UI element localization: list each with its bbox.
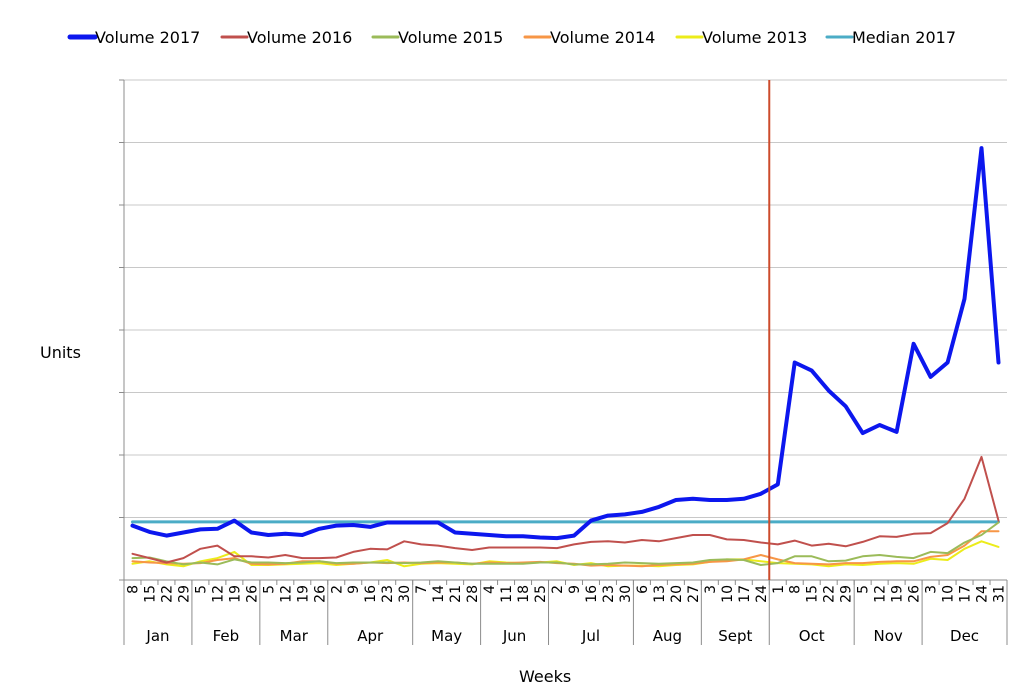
x-tick-label: 26 (907, 585, 923, 603)
x-tick-label: 14 (431, 585, 447, 603)
x-tick-label: 30 (397, 585, 413, 603)
x-tick-label: 8 (788, 585, 804, 594)
x-tick-label: 9 (346, 585, 362, 594)
legend-label: Volume 2013 (702, 28, 807, 47)
month-label: Feb (213, 627, 240, 645)
x-tick-label: 3 (703, 585, 719, 594)
x-tick-label: 11 (499, 585, 515, 603)
gridlines (124, 79, 1007, 518)
x-tick-label: 6 (635, 585, 651, 594)
legend-label: Volume 2017 (95, 28, 200, 47)
x-tick-label: 12 (873, 585, 889, 603)
series-line-volume-2017 (130, 146, 1001, 541)
x-tick-label: 9 (567, 585, 583, 594)
x-tick-label: 1 (771, 585, 787, 594)
x-tick-label: 15 (142, 585, 158, 603)
x-tick-label: 4 (482, 585, 498, 594)
x-tick-label: 25 (533, 585, 549, 603)
x-tick-label: 19 (890, 585, 906, 603)
x-tick-label: 10 (720, 585, 736, 603)
month-label: Nov (873, 627, 902, 645)
x-tick-label: 29 (839, 585, 855, 603)
x-tick-label: 12 (278, 585, 294, 603)
x-tick-label: 22 (159, 585, 175, 603)
x-tick-label: 31 (992, 585, 1008, 603)
legend-label: Median 2017 (852, 28, 956, 47)
x-tick-label: 17 (737, 585, 753, 603)
x-tick-label: 10 (941, 585, 957, 603)
x-tick-label: 2 (550, 585, 566, 594)
x-tick-label: 28 (465, 585, 481, 603)
month-label: Dec (950, 627, 979, 645)
x-tick-label: 19 (227, 585, 243, 603)
y-axis-title: Units (40, 343, 81, 362)
x-tick-label: 19 (295, 585, 311, 603)
x-tick-label: 23 (380, 585, 396, 603)
x-tick-label: 8 (125, 585, 141, 594)
month-label: Jul (581, 627, 600, 645)
x-tick-label: 5 (261, 585, 277, 594)
month-label: May (431, 627, 462, 645)
x-tick-label: 3 (924, 585, 940, 594)
series-line-volume-2016 (131, 455, 1000, 564)
x-tick-label: 24 (754, 585, 770, 603)
month-label: Sept (718, 627, 752, 645)
x-tick-label: 24 (975, 585, 991, 603)
month-labels: Jan Feb Mar Apr May Jun Jul Aug Sept Oct Nov Dec (123, 580, 1008, 645)
x-axis-title: Weeks (519, 667, 572, 686)
series-lines (130, 80, 1001, 580)
x-tick-label: 23 (601, 585, 617, 603)
x-tick-label: 7 (414, 585, 430, 594)
legend-label: Volume 2015 (398, 28, 503, 47)
x-tick-label: 27 (686, 585, 702, 603)
x-tick-label: 15 (805, 585, 821, 603)
x-tick-label: 21 (448, 585, 464, 603)
x-tick-label: 5 (856, 585, 872, 594)
month-label: Jun (502, 627, 526, 645)
month-label: Jan (145, 627, 169, 645)
x-tick-label: 29 (176, 585, 192, 603)
x-tick-label: 18 (516, 585, 532, 603)
month-label: Mar (280, 627, 309, 645)
month-label: Aug (653, 627, 682, 645)
x-tick-label: 2 (329, 585, 345, 594)
x-tick-label: 16 (584, 585, 600, 603)
x-tick-labels: 8 15 22 29 5 12 19 26 5 12 19 26 2 9 16 23 30 7 14 21 28 4 11 1… (123, 580, 1008, 603)
x-tick-label: 26 (312, 585, 328, 603)
x-tick-label: 20 (669, 585, 685, 603)
x-tick-label: 5 (193, 585, 209, 594)
legend-label: Volume 2016 (247, 28, 352, 47)
month-label: Oct (799, 627, 825, 645)
x-tick-label: 13 (652, 585, 668, 603)
legend-label: Volume 2014 (550, 28, 655, 47)
series-line-volume-2015 (131, 521, 1000, 566)
x-tick-label: 16 (363, 585, 379, 603)
legend: Volume 2017 Volume 2016 Volume 2015 Volume … (67, 28, 956, 47)
x-tick-label: 17 (958, 585, 974, 603)
x-tick-label: 30 (618, 585, 634, 603)
month-label: Apr (357, 627, 384, 645)
x-tick-label: 22 (822, 585, 838, 603)
x-tick-label: 12 (210, 585, 226, 603)
x-tick-label: 26 (244, 585, 260, 603)
